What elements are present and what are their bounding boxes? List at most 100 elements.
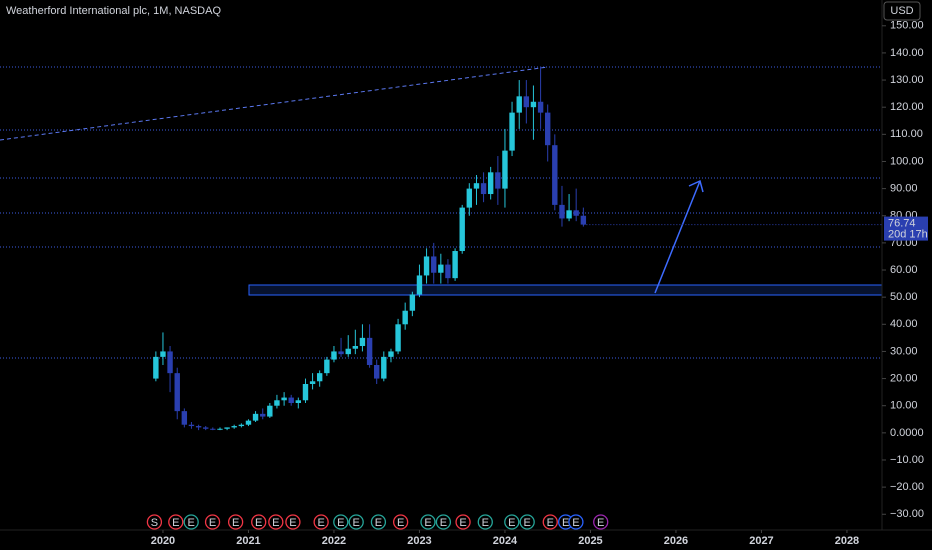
candle-body (295, 400, 302, 403)
event-marker (333, 514, 349, 530)
candle-body (431, 256, 437, 273)
candle-body (509, 112, 515, 151)
candle-body (559, 204, 565, 219)
support-zone (248, 284, 883, 296)
event-label: E (397, 517, 404, 529)
candle-body (495, 172, 501, 189)
y-tick-label: −20.00 (890, 481, 924, 493)
candle-body (459, 207, 465, 252)
event-label: E (459, 517, 466, 529)
y-tick-label: 140.00 (890, 47, 924, 59)
candle-body (281, 397, 287, 401)
x-tick-label: 2024 (493, 535, 518, 547)
currency-button[interactable] (883, 1, 921, 21)
candle-body (516, 96, 522, 113)
candle-body (452, 251, 458, 279)
y-tick-label: 40.00 (890, 318, 918, 330)
x-tick-label: 2021 (236, 535, 260, 547)
event-label: E (562, 517, 569, 529)
candle-body (267, 405, 273, 417)
event-label: E (337, 517, 344, 529)
y-tick-label: 130.00 (890, 74, 924, 86)
y-tick-label: 0.0000 (890, 427, 924, 439)
candle-body (245, 420, 252, 425)
event-label: E (597, 517, 604, 529)
candle-body (402, 310, 408, 325)
event-marker (268, 514, 284, 530)
candle-body (174, 373, 180, 412)
currency-label[interactable]: USD (890, 5, 913, 17)
countdown-label: 20d 17h (888, 228, 928, 240)
event-label: E (232, 517, 239, 529)
candle-body (480, 183, 487, 195)
last-price-label: 76.74 (888, 217, 916, 229)
event-marker (251, 514, 267, 530)
y-tick-label: 90.00 (890, 183, 918, 195)
event-marker (392, 514, 409, 530)
x-tick-label: 2023 (407, 535, 431, 547)
event-marker (227, 514, 244, 530)
event-label: E (547, 517, 554, 529)
candle-body (530, 101, 537, 108)
event-marker (348, 514, 364, 530)
event-label: E (317, 517, 324, 529)
candle-body (502, 150, 508, 189)
x-tick-label: 2027 (749, 535, 773, 547)
candle-body (195, 426, 202, 428)
candle-body (181, 411, 188, 425)
candle-body (252, 413, 259, 421)
event-marker (370, 514, 387, 530)
candle-body (388, 351, 394, 357)
candle-body (523, 96, 530, 108)
event-label: E (440, 517, 447, 529)
x-tick-label: 2025 (578, 535, 602, 547)
candle-body (345, 348, 351, 355)
y-tick-label: 20.00 (890, 372, 918, 384)
candle-body (260, 413, 266, 417)
candle-body (302, 383, 309, 401)
y-tick-label: 150.00 (890, 20, 924, 32)
y-tick-label: −10.00 (890, 454, 924, 466)
candle-body (231, 426, 237, 428)
event-label: E (172, 517, 179, 529)
event-marker (477, 514, 493, 530)
candle-body (359, 337, 366, 347)
candle-body (416, 275, 423, 295)
event-label: E (424, 517, 431, 529)
candle-body (487, 172, 494, 195)
candle-body (217, 428, 223, 430)
candle-body (445, 264, 451, 279)
drawings (0, 66, 883, 359)
event-marker (519, 514, 535, 530)
candle-body (545, 112, 551, 146)
event-marker (313, 514, 329, 530)
y-tick-label: 110.00 (890, 128, 923, 140)
chart-title: Weatherford International plc, 1M, NASDA… (6, 5, 221, 17)
candle-body (288, 397, 294, 403)
event-marker (204, 514, 221, 530)
x-tick-label: 2020 (151, 535, 175, 547)
event-marker (542, 514, 558, 530)
x-tick-label: 2028 (835, 535, 859, 547)
event-label: E (272, 517, 279, 529)
event-label: E (482, 517, 489, 529)
candle-body (160, 351, 166, 357)
event-marker (420, 514, 436, 530)
event-label: E (188, 517, 195, 529)
x-tick-label: 2022 (322, 535, 346, 547)
candle-body (309, 381, 316, 384)
candle-body (409, 294, 416, 311)
candle-body (238, 424, 245, 427)
y-tick-label: 10.00 (890, 400, 918, 412)
candle-body (352, 346, 359, 349)
candle-body (324, 359, 330, 374)
y-tick-label: 50.00 (890, 291, 918, 303)
candle-body (203, 427, 209, 429)
y-tick-label: 60.00 (890, 264, 918, 276)
event-marker (168, 514, 184, 530)
event-label: E (375, 517, 382, 529)
candle-body (331, 351, 337, 360)
candle-body (374, 365, 380, 379)
